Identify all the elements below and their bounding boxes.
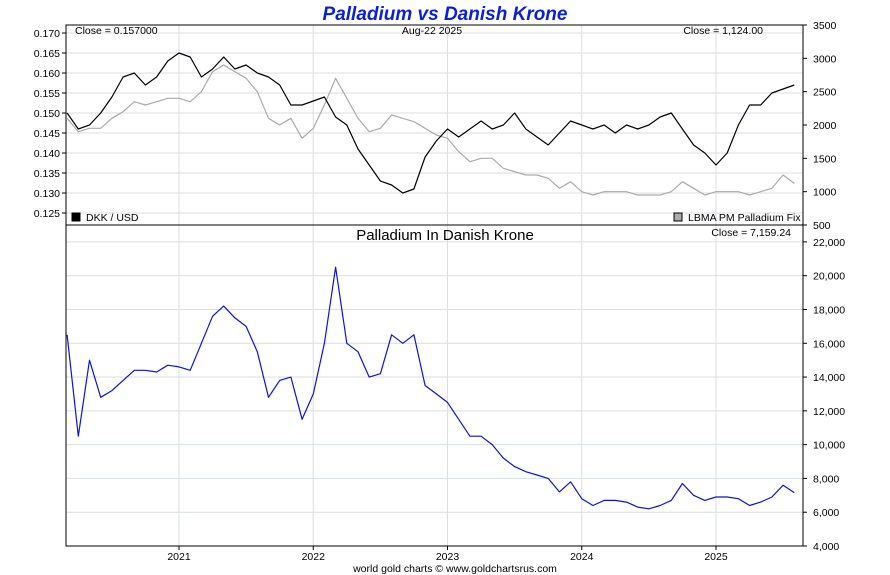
credit-line: world gold charts © www.goldchartsrus.co… <box>352 563 557 575</box>
legend-palladium-fix-label: LBMA PM Palladium Fix <box>688 212 801 224</box>
x-tick-label: 2021 <box>167 551 191 563</box>
bottom-tick-label: 16,000 <box>813 338 845 350</box>
bottom-y-axis: 22,000 20,000 18,000 16,000 14,000 12,000 10,0… <box>803 237 845 553</box>
bottom-panel-title: Palladium In Danish Krone <box>356 227 534 244</box>
bottom-close-label: Close = 7,159.24 <box>711 227 791 239</box>
top-left-tick-label: 0.140 <box>34 148 60 160</box>
bottom-panel-series <box>66 266 795 510</box>
bottom-tick-label: 22,000 <box>813 237 845 249</box>
top-panel: 0.170 0.165 0.160 0.155 0.150 0.145 0.140 0.135… <box>34 20 837 232</box>
top-left-tick-label: 0.130 <box>34 188 60 200</box>
bottom-tick-label: 20,000 <box>813 271 845 283</box>
top-right-close-label: Close = 1,124.00 <box>683 25 763 37</box>
top-right-tick-label: 2000 <box>813 120 837 132</box>
palladium-fix-series-line <box>66 64 795 196</box>
top-panel-grid <box>66 25 803 225</box>
top-date-label: Aug-22 2025 <box>402 25 462 37</box>
palladium-dkk-series-line <box>66 266 795 510</box>
x-tick-label: 2025 <box>704 551 728 563</box>
bottom-tick-label: 6,000 <box>813 507 839 519</box>
chart-title: Palladium vs Danish Krone <box>323 4 568 25</box>
x-tick-label: 2024 <box>570 551 594 563</box>
top-panel-series <box>66 52 795 196</box>
top-left-tick-label: 0.150 <box>34 108 60 120</box>
bottom-tick-label: 18,000 <box>813 304 845 316</box>
legend-dkk-usd: DKK / USD <box>71 212 139 224</box>
top-left-y-axis: 0.170 0.165 0.160 0.155 0.150 0.145 0.140 0.135… <box>34 28 66 220</box>
top-left-tick-label: 0.165 <box>34 48 60 60</box>
top-left-tick-label: 0.155 <box>34 88 60 100</box>
top-right-tick-label: 3500 <box>813 20 837 32</box>
top-right-tick-label: 1000 <box>813 187 837 199</box>
top-left-tick-label: 0.135 <box>34 168 60 180</box>
legend-palladium-fix-swatch <box>673 212 683 222</box>
top-right-tick-label: 1500 <box>813 153 837 165</box>
legend-palladium-fix: LBMA PM Palladium Fix <box>673 212 801 224</box>
top-left-tick-label: 0.170 <box>34 28 60 40</box>
bottom-tick-label: 12,000 <box>813 406 845 418</box>
top-left-tick-label: 0.125 <box>34 208 60 220</box>
x-axis: 2021 2022 2023 2024 2025 <box>167 546 728 563</box>
dkk-usd-series-line <box>66 52 795 194</box>
top-right-tick-label: 500 <box>813 220 831 232</box>
bottom-panel-grid <box>66 225 803 547</box>
top-right-tick-label: 2500 <box>813 87 837 99</box>
bottom-panel-frame <box>65 224 804 547</box>
legend-dkk-usd-label: DKK / USD <box>86 212 139 224</box>
bottom-tick-label: 10,000 <box>813 440 845 452</box>
bottom-panel: 22,000 20,000 18,000 16,000 14,000 12,000 10,0… <box>65 224 845 553</box>
x-tick-label: 2022 <box>302 551 326 563</box>
legend-dkk-usd-swatch <box>71 212 81 222</box>
x-tick-label: 2023 <box>436 551 460 563</box>
top-left-close-label: Close = 0.157000 <box>75 25 158 37</box>
top-left-tick-label: 0.145 <box>34 128 60 140</box>
top-right-y-axis: 3500 3000 2500 2000 1500 1000 500 <box>803 20 837 232</box>
bottom-tick-label: 14,000 <box>813 372 845 384</box>
top-right-tick-label: 3000 <box>813 53 837 65</box>
bottom-tick-label: 8,000 <box>813 473 839 485</box>
top-left-tick-label: 0.160 <box>34 68 60 80</box>
bottom-tick-label: 4,000 <box>813 541 839 553</box>
